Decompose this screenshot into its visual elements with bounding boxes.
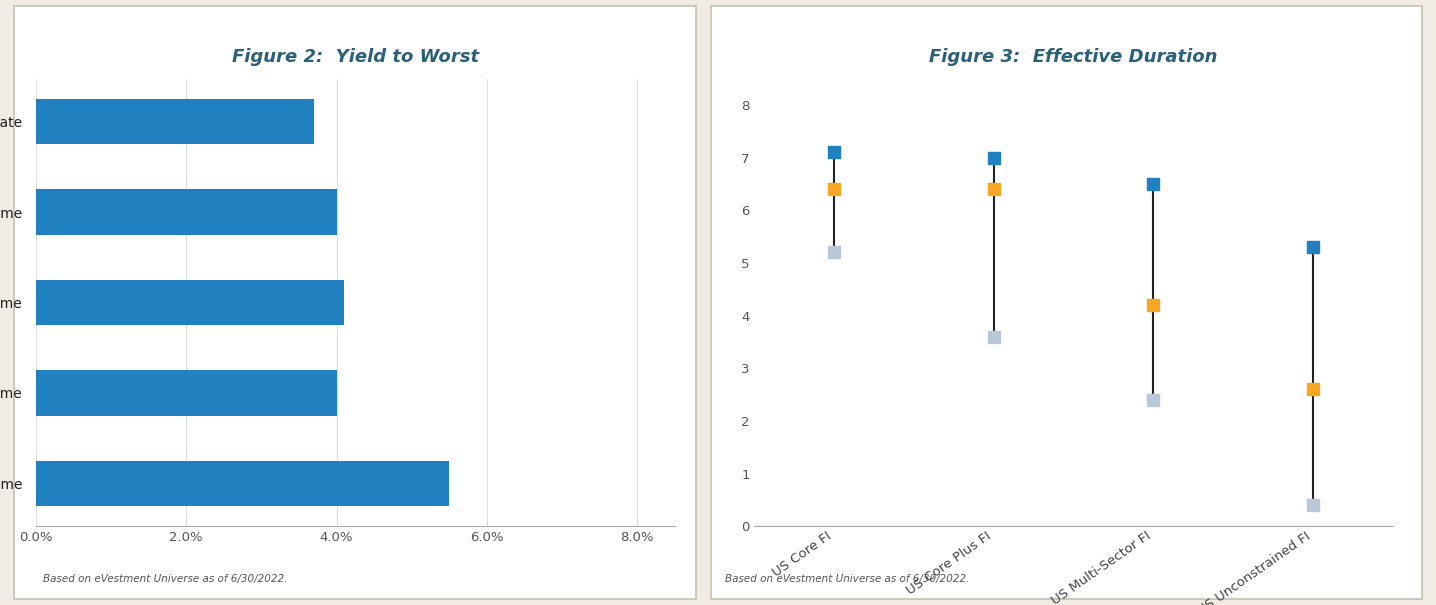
Text: Based on eVestment Universe as of 6/30/2022.: Based on eVestment Universe as of 6/30/2… [43, 574, 287, 584]
Point [823, 185, 846, 194]
Point [1301, 500, 1324, 510]
Bar [36, 370, 336, 416]
Bar [36, 461, 449, 506]
Point [982, 185, 1005, 194]
Point [1142, 179, 1165, 189]
Title: Figure 2:  Yield to Worst: Figure 2: Yield to Worst [231, 48, 480, 66]
Point [1142, 300, 1165, 310]
Point [823, 148, 846, 157]
Bar [36, 189, 336, 235]
Point [823, 247, 846, 257]
Title: Figure 3:  Effective Duration: Figure 3: Effective Duration [929, 48, 1218, 66]
Bar [36, 280, 345, 325]
Point [1142, 395, 1165, 405]
Point [1301, 243, 1324, 252]
Point [1301, 385, 1324, 394]
Point [982, 332, 1005, 342]
Point [982, 153, 1005, 163]
Bar [36, 99, 314, 144]
Text: Based on eVestment Universe as of 6/30/2022.: Based on eVestment Universe as of 6/30/2… [725, 574, 969, 584]
